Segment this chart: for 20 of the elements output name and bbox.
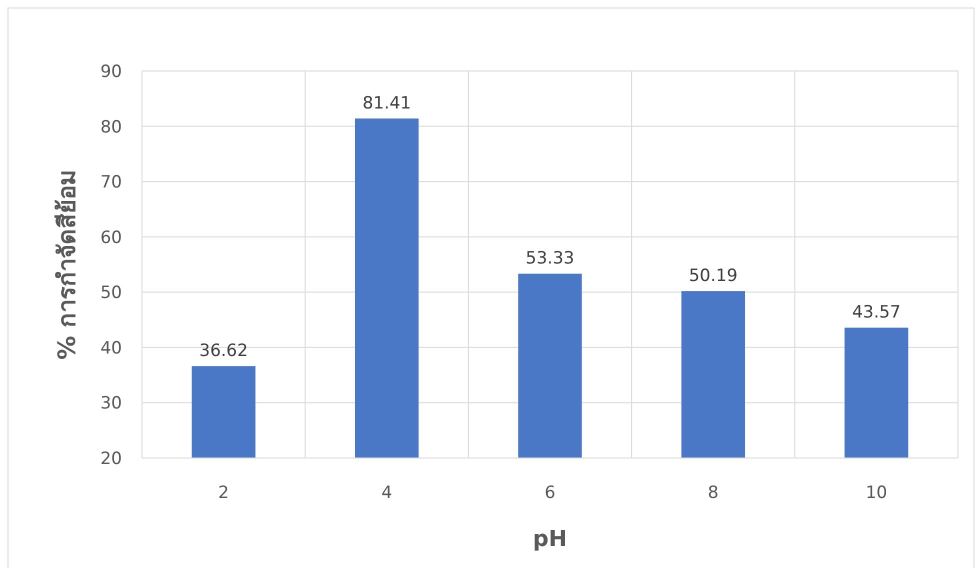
x-tick-label: 6 xyxy=(544,483,556,503)
x-tick-label: 2 xyxy=(218,483,230,503)
data-label: 53.33 xyxy=(526,248,574,269)
y-tick-label: 90 xyxy=(100,62,122,82)
x-tick-label: 4 xyxy=(381,483,392,503)
y-tick-label: 80 xyxy=(100,117,122,138)
y-axis-title: % การกำจัดสีย้อม xyxy=(53,169,81,360)
data-label: 50.19 xyxy=(688,266,738,286)
x-axis-title: pH xyxy=(532,527,568,552)
data-label: 43.57 xyxy=(852,302,901,323)
data-label: 36.62 xyxy=(199,341,248,362)
y-tick-label: 30 xyxy=(100,394,122,414)
x-tick-label: 10 xyxy=(866,483,888,503)
data-label: 81.41 xyxy=(362,93,412,114)
y-tick-label: 60 xyxy=(100,228,122,248)
y-tick-label: 50 xyxy=(100,283,122,304)
y-tick-label: 70 xyxy=(100,172,122,193)
x-tick-label: 8 xyxy=(708,483,719,503)
y-tick-label: 20 xyxy=(100,449,122,469)
y-tick-label: 40 xyxy=(100,338,122,358)
